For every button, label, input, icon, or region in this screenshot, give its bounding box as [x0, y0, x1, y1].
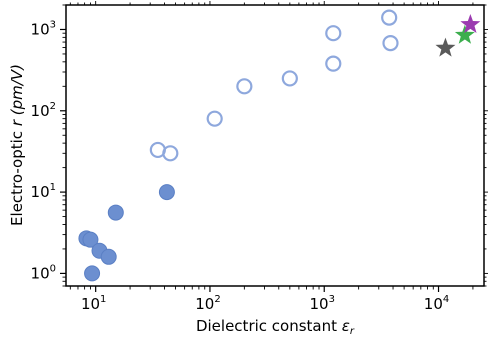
y-tick-label: 101	[31, 182, 56, 201]
hollow-data-point	[281, 70, 298, 87]
hollow-data-point	[206, 110, 223, 127]
plot-frame	[65, 4, 485, 287]
y-tick-label: 102	[31, 101, 56, 120]
x-tick-label: 104	[424, 294, 449, 313]
data-points	[78, 9, 481, 282]
hollow-data-point	[381, 9, 398, 26]
y-tick-label: 100	[31, 263, 56, 282]
x-axis-label: Dielectric constant εr	[196, 317, 355, 337]
filled-data-point	[82, 231, 99, 248]
x-axis-ticks: 101 102 103 104	[69, 1, 474, 313]
filled-data-point	[100, 248, 117, 265]
x-tick-label: 103	[310, 294, 335, 313]
x-tick-label: 102	[195, 294, 220, 313]
hollow-data-point	[236, 78, 253, 95]
filled-data-point	[107, 204, 124, 221]
y-axis-ticks: 100 101 102 103	[31, 4, 488, 287]
x-tick-label: 101	[81, 294, 106, 313]
y-tick-label: 103	[31, 19, 56, 38]
filled-data-point	[84, 265, 101, 282]
star-data-point	[435, 37, 456, 57]
filled-data-point	[158, 184, 175, 201]
hollow-data-point	[325, 25, 342, 42]
y-axis-label: Electro-optic r (pm/V)	[8, 64, 26, 226]
hollow-data-point	[325, 55, 342, 72]
star-data-point	[454, 24, 475, 44]
hollow-data-point	[162, 145, 179, 162]
hollow-data-point	[382, 34, 399, 52]
star-data-point	[460, 14, 481, 34]
